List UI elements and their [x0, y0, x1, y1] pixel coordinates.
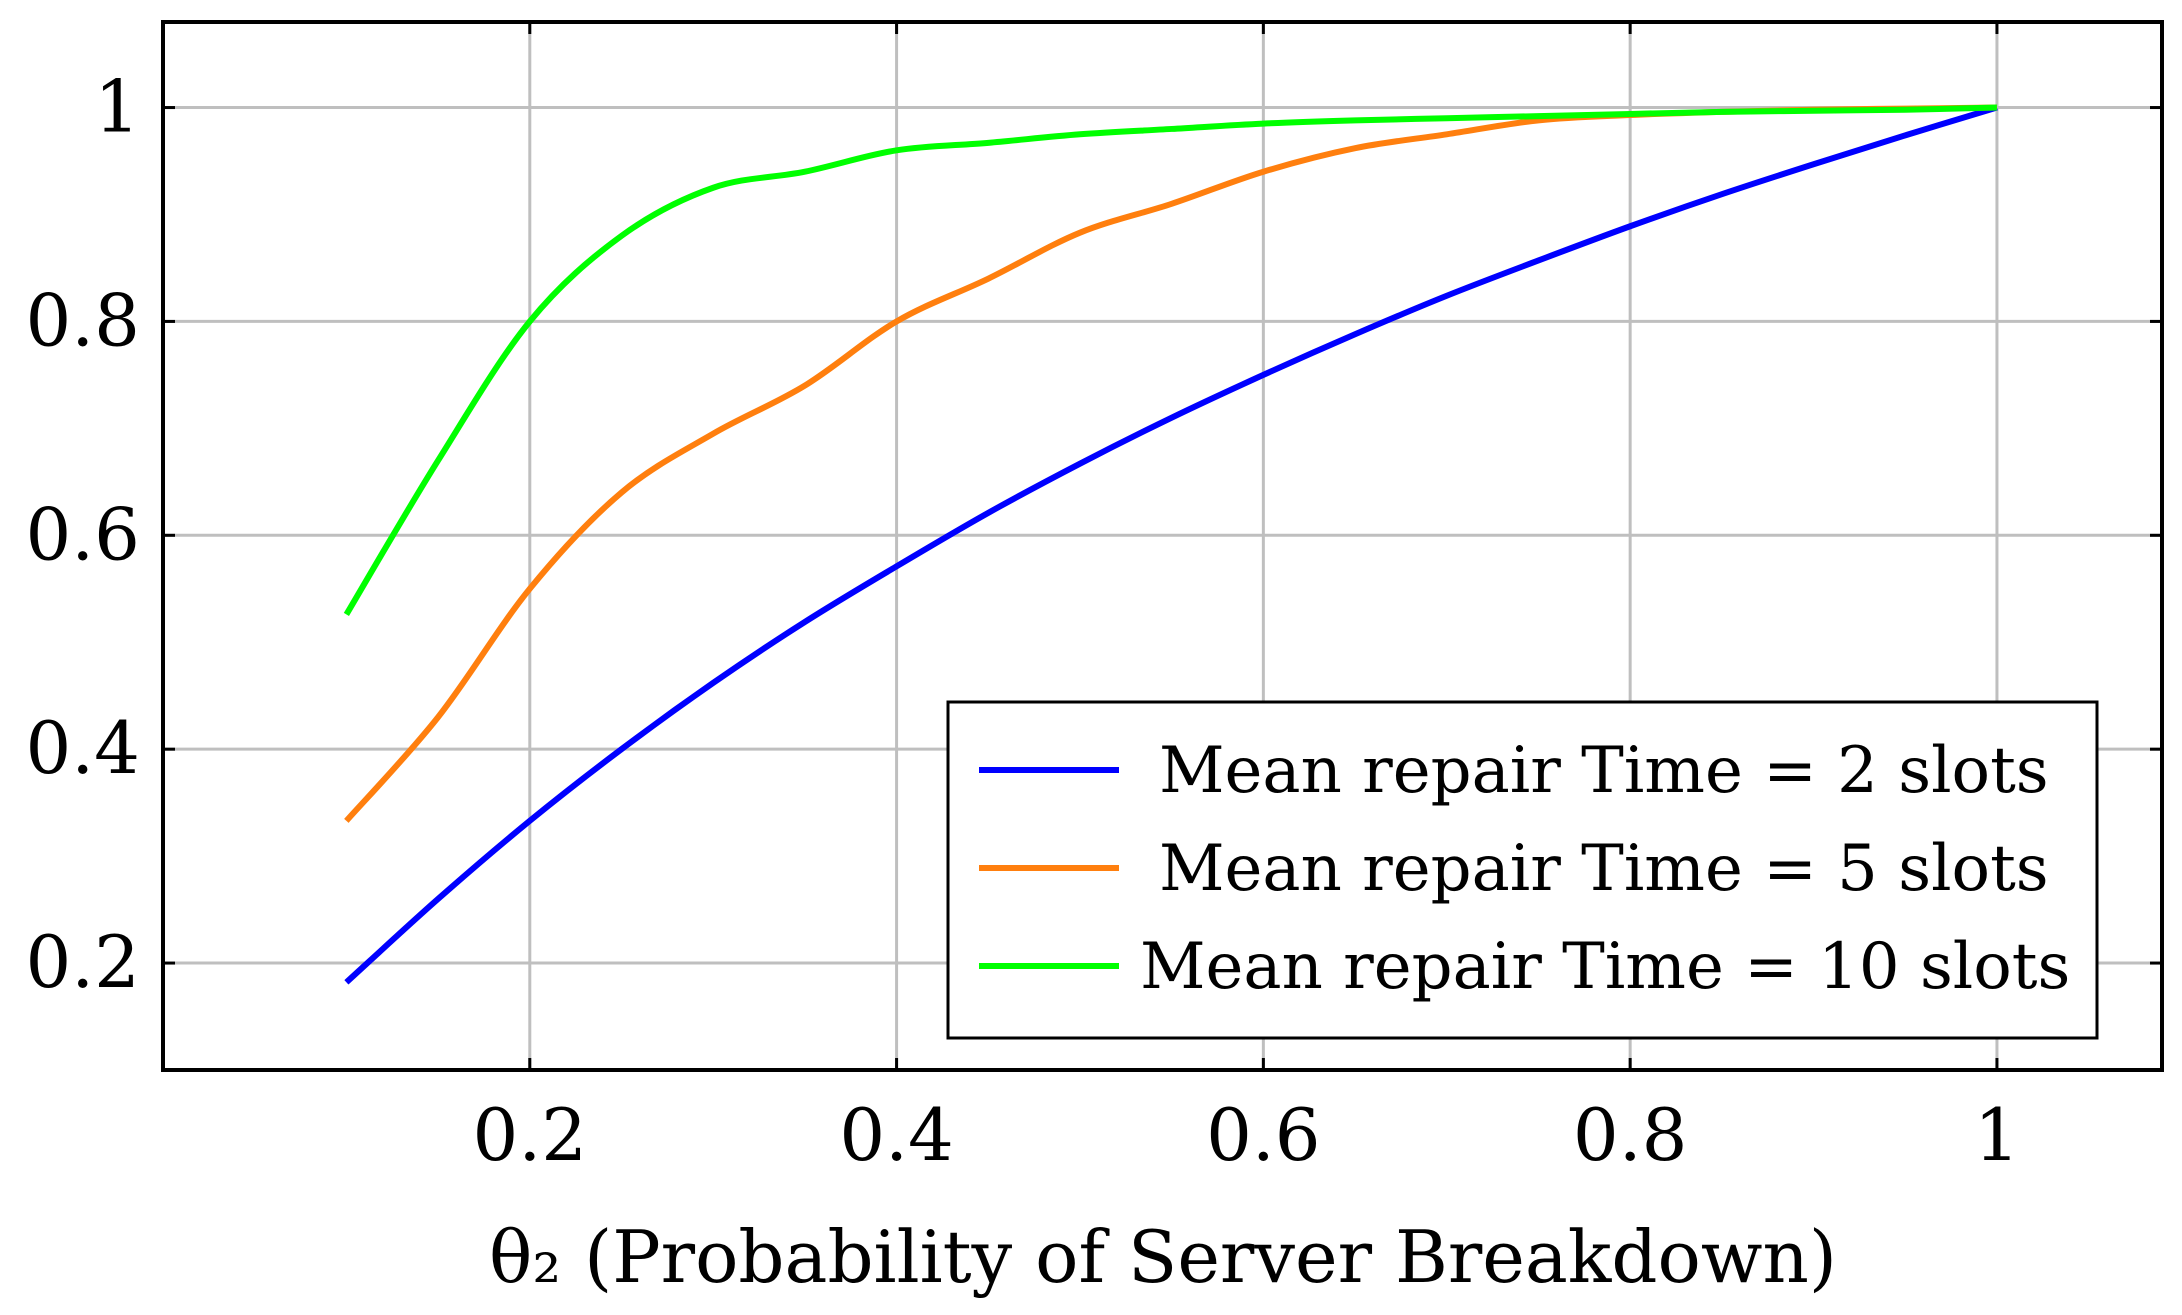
y-tick-label: 0.8	[25, 278, 140, 362]
plot-frame	[161, 20, 2164, 1072]
y-tick-label: 0.2	[25, 920, 140, 1004]
legend-label-1: Mean repair Time = 5 slots	[1159, 832, 2049, 906]
legend: Mean repair Time = 2 slots Mean repair Ti…	[946, 700, 2099, 1040]
x-tick-label: 0.2	[473, 1093, 588, 1177]
series-layer	[343, 104, 1998, 985]
series-line-0	[344, 104, 1998, 985]
x-axis-title: θ₂ (Probability of Server Breakdown)	[489, 1215, 1837, 1299]
y-tick-label: 0.4	[25, 706, 140, 790]
x-tick-label: 1	[1974, 1093, 2020, 1177]
x-tick-label: 0.6	[1206, 1093, 1321, 1177]
x-tick-label: 0.8	[1573, 1093, 1688, 1177]
series-line-2	[343, 104, 1998, 616]
y-tick-label: 0.6	[25, 492, 140, 576]
legend-label-2: Mean repair Time = 10 slots	[1140, 930, 2070, 1004]
legend-box	[946, 700, 2099, 1040]
tick-layer: 0.2 0.4 0.6 0.8 1 0.2 0.4 0.6 0.8 1	[25, 22, 2162, 1177]
y-tick-label: 1	[94, 65, 140, 149]
x-tick-label: 0.4	[839, 1093, 954, 1177]
legend-label-0: Mean repair Time = 2 slots	[1159, 734, 2049, 808]
